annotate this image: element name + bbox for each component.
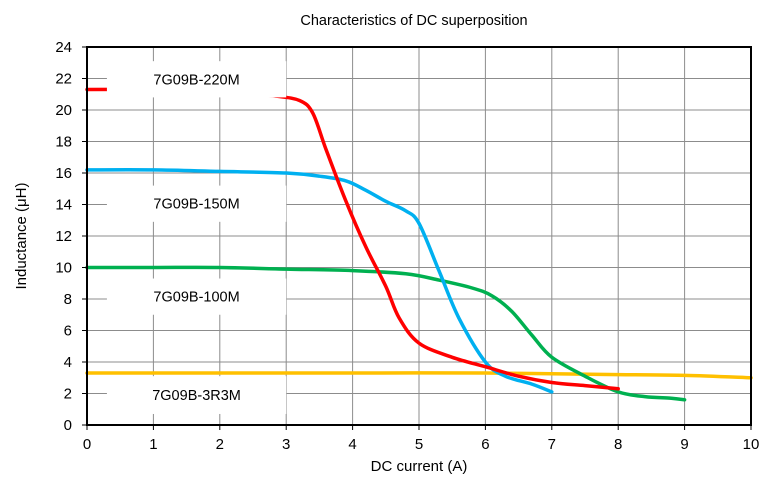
y-tick-label: 6 xyxy=(64,323,72,340)
y-tick-label: 10 xyxy=(55,260,72,277)
y-tick-label: 20 xyxy=(55,102,72,119)
x-tick-label: 8 xyxy=(614,436,622,453)
y-tick-label: 4 xyxy=(64,354,72,371)
chart-title: Characteristics of DC superposition xyxy=(300,13,527,29)
x-tick-label: 2 xyxy=(216,436,224,453)
x-tick-label: 6 xyxy=(481,436,489,453)
legend-layer: 7G09B-220M 7G09B-150M 7G09B-100M 7G09B-3R3M xyxy=(106,61,287,414)
x-tick-label: 4 xyxy=(348,436,356,453)
legend-label: 7G09B-150M xyxy=(153,197,239,213)
y-axis-label: Inductance (μH) xyxy=(13,182,30,289)
legend-label: 7G09B-220M xyxy=(153,72,239,88)
legend-box xyxy=(106,185,287,222)
y-tick-label: 2 xyxy=(64,386,72,403)
series-line-7G09B-100M xyxy=(85,265,687,402)
y-tick-label: 24 xyxy=(55,39,72,56)
y-tick-label: 0 xyxy=(64,417,72,434)
y-tick-label: 12 xyxy=(55,228,72,245)
x-tick-label: 10 xyxy=(743,436,760,453)
x-tick-label: 0 xyxy=(83,436,91,453)
y-tick-label: 22 xyxy=(55,71,72,88)
legend-label: 7G09B-100M xyxy=(153,290,239,306)
legend-label: 7G09B-3R3M xyxy=(152,388,241,404)
legend-box xyxy=(106,278,287,315)
x-axis-label: DC current (A) xyxy=(371,458,468,475)
x-tick-label: 5 xyxy=(415,436,423,453)
y-tick-label: 8 xyxy=(64,291,72,308)
x-tick-label: 3 xyxy=(282,436,290,453)
series-line-7G09B-3R3M xyxy=(85,371,753,380)
x-tick-label: 1 xyxy=(149,436,157,453)
y-tick-label: 18 xyxy=(55,134,72,151)
legend-box xyxy=(106,61,287,98)
y-tick-label: 14 xyxy=(55,197,72,214)
x-tick-label: 7 xyxy=(548,436,556,453)
legend-box xyxy=(106,376,287,414)
y-tick-label: 16 xyxy=(55,165,72,182)
x-tick-label: 9 xyxy=(680,436,688,453)
grid-layer xyxy=(87,47,751,425)
